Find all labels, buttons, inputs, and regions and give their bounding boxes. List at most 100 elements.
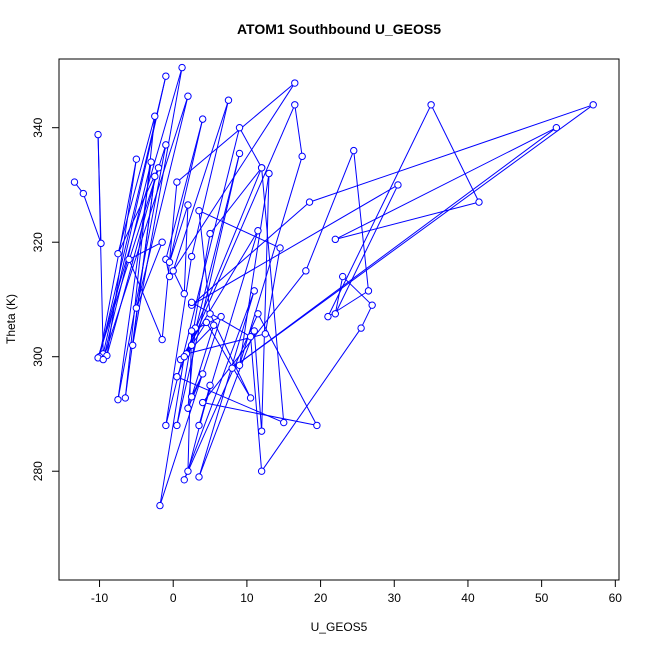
data-point — [298, 152, 306, 161]
series-segment — [176, 153, 241, 426]
y-tick-label: 300 — [31, 346, 45, 366]
data-point — [250, 287, 258, 295]
data-point — [198, 370, 207, 378]
data-point — [331, 235, 340, 244]
series-segment — [172, 270, 185, 294]
data-point — [280, 418, 288, 427]
data-point — [169, 267, 177, 275]
series-segment — [169, 204, 189, 263]
series-segment — [209, 167, 263, 234]
data-point — [338, 272, 347, 281]
data-point — [291, 79, 299, 87]
data-point — [195, 473, 203, 481]
data-point — [202, 318, 211, 327]
data-point — [132, 304, 141, 312]
data-point — [173, 421, 181, 430]
series-segment — [176, 82, 296, 183]
data-point — [158, 238, 166, 246]
data-point — [70, 178, 79, 186]
data-point — [173, 178, 181, 186]
x-tick-label: 10 — [240, 591, 254, 605]
series-segment — [159, 316, 222, 506]
data-point — [224, 96, 233, 104]
data-point — [427, 101, 435, 109]
data-point — [589, 101, 597, 109]
data-point — [79, 189, 88, 198]
x-tick-label: 50 — [535, 591, 549, 605]
series-segment — [231, 127, 557, 369]
data-point — [184, 92, 192, 100]
x-axis: -10 0 10 20 30 40 50 60 — [91, 579, 623, 605]
series-segment — [169, 82, 296, 277]
series-segment — [250, 336, 263, 472]
series-segment — [231, 104, 594, 369]
data-point — [198, 115, 207, 123]
series-segment — [253, 330, 263, 432]
series-segment — [102, 96, 189, 360]
data-point — [302, 267, 310, 275]
series-segment — [117, 167, 159, 254]
series-segment — [135, 242, 163, 309]
series-segment — [97, 144, 167, 359]
data-point — [187, 298, 196, 307]
series-segment — [261, 173, 270, 432]
data-point — [257, 164, 266, 172]
data-point — [261, 330, 270, 338]
data-point — [178, 63, 186, 72]
series-segment — [239, 127, 263, 169]
data-point — [158, 335, 166, 344]
data-point — [94, 130, 102, 139]
data-point — [195, 207, 203, 215]
series-segment — [198, 230, 259, 426]
x-axis-label: U_GEOS5 — [311, 620, 368, 634]
data-point — [206, 310, 214, 318]
data-point — [99, 355, 107, 364]
series-segment — [117, 116, 156, 254]
series-segment — [261, 327, 362, 472]
series-segment — [198, 210, 281, 249]
data-point — [254, 310, 262, 318]
series-layer — [70, 63, 597, 510]
data-point — [180, 476, 188, 484]
series-segment — [327, 104, 432, 317]
data-point — [165, 272, 174, 281]
series-segment — [135, 96, 189, 309]
data-point — [187, 393, 196, 401]
series-segment — [334, 276, 344, 314]
data-point — [350, 146, 358, 155]
data-point — [324, 312, 332, 321]
series-segment — [169, 119, 204, 263]
series-segment — [342, 276, 373, 306]
data-point — [162, 421, 170, 430]
data-point — [125, 255, 133, 264]
y-axis: 280 300 320 340 — [31, 117, 60, 481]
series-segment — [198, 330, 255, 478]
data-point — [246, 332, 255, 341]
series-segment — [294, 104, 303, 157]
series-segment — [106, 167, 159, 356]
series-segment — [191, 201, 310, 306]
data-point — [368, 301, 376, 309]
data-point — [257, 467, 266, 475]
series-segment — [183, 204, 189, 294]
data-point — [180, 290, 188, 298]
data-point — [198, 398, 207, 407]
series-segment — [117, 161, 152, 400]
x-tick-label: 60 — [609, 591, 623, 605]
series-segment — [198, 210, 211, 314]
data-point — [187, 252, 196, 261]
data-point — [165, 258, 174, 266]
series-segment — [128, 241, 163, 260]
data-point — [206, 229, 214, 238]
data-point — [235, 124, 244, 132]
series-segment — [97, 67, 183, 358]
series-segment — [132, 67, 183, 346]
series-segment — [187, 330, 193, 472]
data-point — [147, 158, 155, 166]
series-segment — [360, 304, 373, 329]
data-point — [121, 394, 130, 402]
data-point — [246, 394, 255, 402]
series-segment — [261, 167, 285, 423]
data-point — [217, 312, 225, 321]
data-point — [257, 427, 266, 435]
